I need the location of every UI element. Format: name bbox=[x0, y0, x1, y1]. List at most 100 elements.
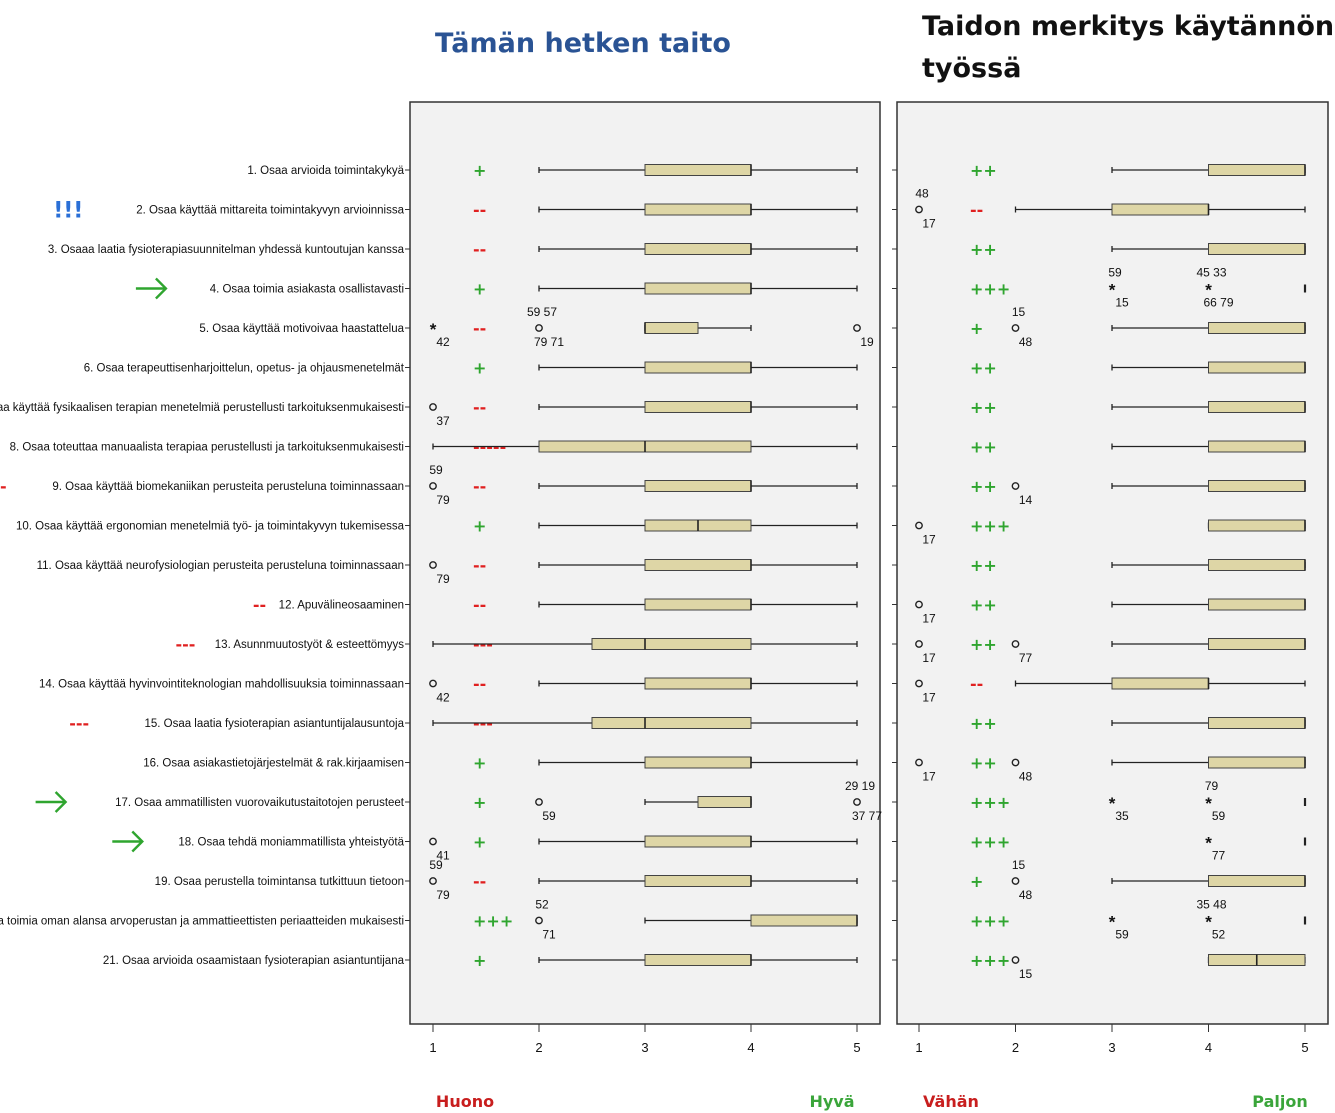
right-outlier-circle bbox=[1011, 758, 1020, 767]
left-row: --- bbox=[405, 714, 858, 733]
left-outlier-circle bbox=[853, 324, 861, 332]
right-rating-mark: +++ bbox=[970, 280, 1010, 299]
left-panel-title: Tämän hetken taito bbox=[435, 28, 731, 59]
right-row: +++ 15 bbox=[892, 951, 1306, 981]
right-row: -- 48 17 bbox=[892, 187, 1306, 231]
right-rating-mark: -- bbox=[970, 201, 983, 220]
right-row: ++ bbox=[892, 161, 1306, 180]
right-rating-mark: ++ bbox=[970, 477, 997, 496]
right-row: ++ bbox=[892, 359, 1306, 378]
item-label: 1. Osaa arvioida toimintakykyä bbox=[247, 165, 404, 177]
right-rating-mark: +++ bbox=[970, 517, 1010, 536]
right-rating-mark: ++ bbox=[970, 714, 997, 733]
right-row: ++ bbox=[892, 398, 1306, 417]
right-outlier-star: * bbox=[1205, 913, 1212, 932]
right-outlier-id: 15 bbox=[1019, 967, 1033, 981]
left-box bbox=[697, 796, 752, 808]
left-box bbox=[644, 361, 752, 374]
item-label: 6. Osaa terapeuttisenharjoittelun, opetu… bbox=[84, 363, 405, 375]
left-box bbox=[644, 480, 752, 492]
left-row: + bbox=[405, 754, 858, 773]
arrow-head bbox=[155, 277, 168, 300]
left-outlier-id: 59 bbox=[429, 463, 443, 477]
right-rating-mark: ++ bbox=[970, 635, 997, 654]
item-label: 4. Osaa toimia asiakasta osallistavasti bbox=[210, 284, 404, 296]
right-scale-high: Paljon bbox=[1252, 1092, 1307, 1111]
left-outlier-id: 59 bbox=[542, 809, 556, 823]
left-outlier-id: 52 bbox=[535, 898, 549, 912]
left-rating-mark: -- bbox=[473, 872, 486, 891]
right-box bbox=[1111, 677, 1209, 690]
right-outlier-id: 15 bbox=[1012, 305, 1026, 319]
right-x-tick-label: 3 bbox=[1108, 1040, 1115, 1055]
left-box bbox=[644, 677, 752, 690]
left-rating-mark: + bbox=[473, 754, 486, 773]
right-rating-mark: ++ bbox=[970, 161, 997, 180]
left-rating-mark: -- bbox=[473, 240, 486, 259]
left-outlier-circle bbox=[429, 837, 437, 846]
right-outlier-id: 17 bbox=[922, 612, 936, 626]
right-box bbox=[1208, 875, 1306, 887]
right-row: +15 48 bbox=[892, 305, 1306, 349]
left-outlier-circle bbox=[429, 561, 437, 569]
left-scale-high: Hyvä bbox=[809, 1092, 854, 1111]
right-rating-mark: ++ bbox=[970, 596, 997, 615]
left-rating-mark: -- bbox=[473, 675, 486, 694]
left-rating-mark: -- bbox=[473, 477, 486, 496]
right-outlier-id: 17 bbox=[922, 651, 936, 665]
left-box bbox=[644, 203, 752, 216]
left-rating-mark: + bbox=[473, 833, 486, 852]
item-label: 12. Apuvälineosaaminen bbox=[279, 600, 404, 612]
left-box bbox=[644, 954, 752, 966]
left-row: -- 59 79 bbox=[405, 858, 858, 902]
left-outlier-circle bbox=[853, 798, 861, 806]
left-outlier-id: 59 bbox=[429, 858, 443, 872]
right-box bbox=[1208, 361, 1306, 374]
left-outlier-id: 79 bbox=[436, 493, 450, 507]
left-row: -- bbox=[405, 240, 858, 259]
right-outlier-id: 17 bbox=[922, 770, 936, 784]
right-outlier-id: 66 79 bbox=[1203, 296, 1233, 310]
right-outlier-circle bbox=[915, 205, 923, 214]
right-outlier-circle bbox=[915, 640, 923, 648]
left-box bbox=[644, 401, 752, 413]
right-outlier-id: 48 bbox=[1019, 770, 1033, 784]
dash-marker: -- bbox=[0, 240, 1, 259]
left-box bbox=[644, 559, 752, 571]
left-x-tick-label: 4 bbox=[747, 1040, 754, 1055]
right-row: ++ 17 48 bbox=[892, 754, 1306, 784]
right-outlier-id: 17 bbox=[922, 533, 936, 547]
right-row: ++ bbox=[892, 556, 1306, 575]
right-box bbox=[1208, 519, 1306, 532]
right-outlier-id: 52 bbox=[1212, 928, 1226, 942]
right-x-tick-label: 2 bbox=[1012, 1040, 1019, 1055]
left-row: -- bbox=[405, 201, 858, 220]
right-rating-mark: ++ bbox=[970, 398, 997, 417]
left-outlier-circle bbox=[429, 403, 437, 411]
right-outlier-circle bbox=[1011, 640, 1020, 648]
right-outlier-circle bbox=[915, 600, 923, 609]
left-box bbox=[644, 282, 752, 295]
right-outlier-id: 17 bbox=[922, 217, 936, 231]
right-outlier-id: 77 bbox=[1212, 849, 1226, 863]
left-x-tick-label: 1 bbox=[429, 1040, 436, 1055]
right-box bbox=[1208, 480, 1306, 492]
left-row: + bbox=[405, 161, 858, 180]
left-row: +59 29 19 37 77 bbox=[405, 779, 882, 823]
left-outlier-star: * bbox=[430, 320, 437, 339]
right-outlier-star: * bbox=[1109, 913, 1116, 932]
right-outlier-star: * bbox=[1205, 834, 1212, 853]
right-x-tick-label: 5 bbox=[1301, 1040, 1308, 1055]
right-outlier-id: 14 bbox=[1019, 493, 1033, 507]
right-outlier-star: * bbox=[1109, 281, 1116, 300]
right-rating-mark: ++ bbox=[970, 754, 997, 773]
left-row: -- 37 bbox=[405, 398, 858, 428]
item-label: 10. Osaa käyttää ergonomian menetelmiä t… bbox=[16, 521, 405, 533]
dash-marker: --- bbox=[175, 635, 195, 654]
right-panel-title: Taidon merkitys käytännön työssä bbox=[922, 11, 1334, 84]
item-label: 16. Osaa asiakastietojärjestelmät & rak.… bbox=[143, 758, 404, 770]
right-row: ++ 14 bbox=[892, 477, 1306, 507]
